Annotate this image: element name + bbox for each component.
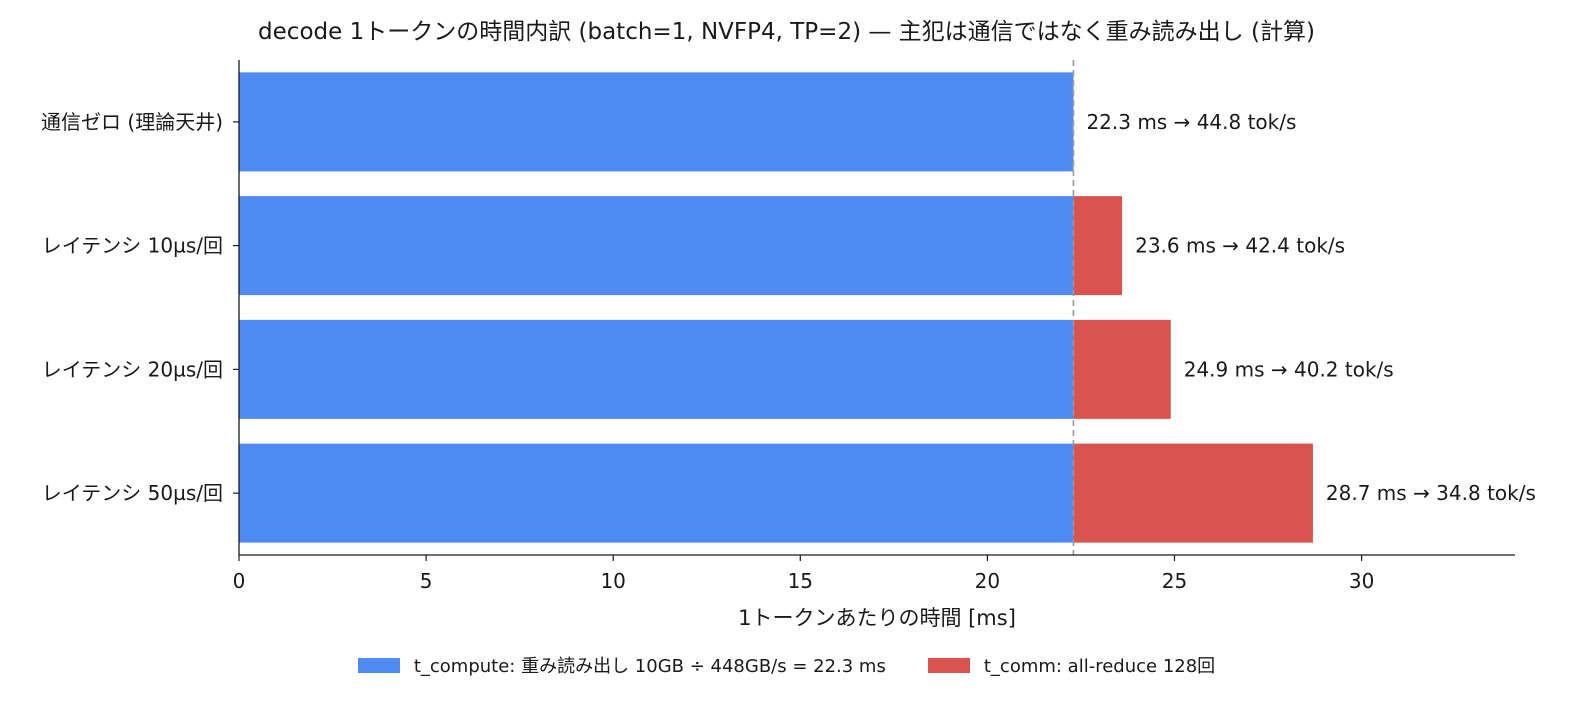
chart-title: decode 1トークンの時間内訳 (batch=1, NVFP4, TP=2)… xyxy=(258,19,1315,45)
legend-swatch-compute xyxy=(357,657,400,673)
x-tick-label: 20 xyxy=(975,569,1000,593)
bar-segment-comm xyxy=(1073,196,1123,296)
labels-layer: 22.3 ms → 44.8 tok/s 通信ゼロ (理論天井) 23.6 ms →… xyxy=(41,110,1536,505)
x-tick-label: 30 xyxy=(1349,569,1374,593)
data-label: 22.3 ms → 44.8 tok/s xyxy=(1086,110,1296,134)
legend-swatch-comm xyxy=(927,657,970,673)
category-label: 通信ゼロ (理論天井) xyxy=(41,110,223,134)
bar-segment-compute xyxy=(239,443,1074,543)
x-tick-label: 5 xyxy=(420,569,433,593)
legend-item-comm: t_comm: all-reduce 128回 xyxy=(927,652,1216,678)
bars-layer xyxy=(239,72,1313,543)
category-label: レイテンシ 50µs/回 xyxy=(42,481,223,505)
x-tick-label: 25 xyxy=(1162,569,1187,593)
legend-label-comm: t_comm: all-reduce 128回 xyxy=(983,656,1216,677)
x-axis-label: 1トークンあたりの時間 [ms] xyxy=(738,606,1016,630)
legend-item-compute: t_compute: 重み読み出し 10GB ÷ 448GB/s = 22.3 … xyxy=(357,652,886,678)
data-label: 28.7 ms → 34.8 tok/s xyxy=(1326,481,1536,505)
bar-segment-compute xyxy=(239,196,1074,296)
x-tick-label: 10 xyxy=(600,569,625,593)
bar-segment-comm xyxy=(1073,443,1313,543)
data-label: 23.6 ms → 42.4 tok/s xyxy=(1135,234,1345,258)
data-label: 24.9 ms → 40.2 tok/s xyxy=(1184,357,1394,381)
category-label: レイテンシ 10µs/回 xyxy=(42,234,223,258)
bar-segment-compute xyxy=(239,319,1074,419)
legend-label-compute: t_compute: 重み読み出し 10GB ÷ 448GB/s = 22.3 … xyxy=(413,656,886,677)
bar-segment-compute xyxy=(239,72,1074,172)
x-tick-label: 15 xyxy=(788,569,813,593)
legend: t_compute: 重み読み出し 10GB ÷ 448GB/s = 22.3 … xyxy=(0,652,1573,678)
bar-segment-comm xyxy=(1073,319,1171,419)
category-label: レイテンシ 20µs/回 xyxy=(42,357,223,381)
axes-layer: 0 5 10 15 20 25 30 xyxy=(233,60,1515,593)
x-tick-label: 0 xyxy=(233,569,246,593)
